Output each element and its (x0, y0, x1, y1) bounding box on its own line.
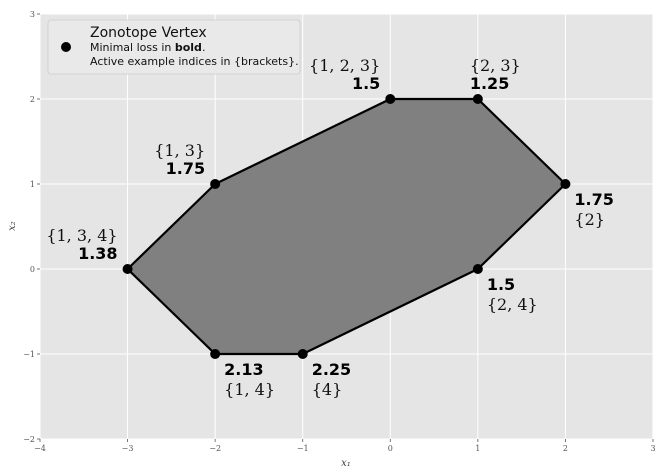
vertex-set-label: {1, 3, 4} (46, 226, 117, 245)
vertex-loss-label: 1.38 (78, 244, 117, 263)
vertex-loss-label: 2.13 (224, 360, 263, 379)
x-tick-label: 2 (563, 444, 568, 453)
y-tick-label: −2 (23, 435, 35, 444)
vertex-set-label: {2, 3} (470, 56, 521, 75)
y-tick-label: 0 (30, 265, 35, 274)
vertex-points (122, 94, 571, 359)
y-axis-label: x₂ (7, 221, 18, 231)
y-tick-label: 1 (30, 180, 35, 189)
legend-line-1: Minimal loss in bold. (90, 41, 205, 54)
x-tick-label: −3 (122, 444, 134, 453)
x-tick-label: 0 (388, 444, 393, 453)
vertex-point (385, 94, 396, 104)
vertex-loss-label: 1.25 (470, 74, 509, 93)
vertex-point (297, 349, 308, 359)
vertex-set-label: {2, 4} (487, 295, 538, 314)
x-tick-label: −1 (297, 444, 309, 453)
vertex-point (210, 179, 221, 189)
vertex-point (210, 349, 221, 359)
legend-box (47, 19, 301, 75)
x-tick-label: −2 (209, 444, 221, 453)
legend-line-1-bold: bold (175, 41, 202, 54)
y-tick-label: −1 (23, 350, 35, 359)
y-tick-label: 3 (30, 10, 35, 19)
axis-ticks: −4 −3 −2 −1 0 1 2 3 −2 −1 0 1 2 3 (23, 10, 655, 453)
vertex-point (472, 264, 483, 274)
y-tick-label: 2 (30, 95, 35, 104)
vertex-set-label: {1, 2, 3} (309, 56, 380, 75)
x-tick-label: 1 (475, 444, 480, 453)
vertex-set-label: {4} (312, 380, 343, 399)
x-tick-label: 3 (650, 444, 655, 453)
vertex-point (560, 179, 571, 189)
x-tick-label: −4 (34, 444, 46, 453)
legend-marker (61, 42, 71, 52)
vertex-point (122, 264, 133, 274)
vertex-set-label: {1, 4} (224, 380, 275, 399)
vertex-set-label: {1, 3} (154, 141, 205, 160)
legend-line-1-prefix: Minimal loss in (90, 41, 175, 54)
vertex-loss-label: 1.5 (352, 74, 380, 93)
vertex-set-label: {2} (574, 210, 605, 229)
vertex-point (472, 94, 483, 104)
legend-title: Zonotope Vertex (90, 25, 207, 41)
legend: Zonotope Vertex Minimal loss in bold. Ac… (47, 19, 301, 75)
vertex-labels: {1, 3, 4}1.38{1, 3}1.75{1, 2, 3}1.5{2, 3… (46, 56, 614, 399)
vertex-loss-label: 1.75 (166, 159, 205, 178)
legend-line-1-suffix: . (202, 41, 206, 54)
vertex-loss-label: 2.25 (312, 360, 351, 379)
x-axis-label: x₁ (341, 458, 351, 469)
legend-line-2: Active example indices in {brackets}. (90, 55, 299, 68)
vertex-loss-label: 1.75 (574, 190, 613, 209)
vertex-loss-label: 1.5 (487, 275, 515, 294)
